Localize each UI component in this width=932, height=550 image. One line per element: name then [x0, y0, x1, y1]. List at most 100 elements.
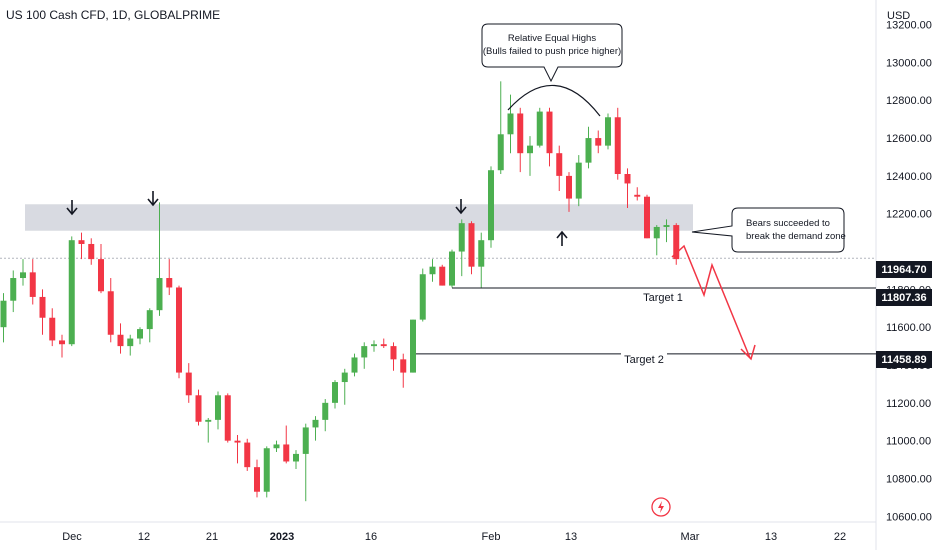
candle-body: [0, 300, 7, 328]
candle-body: [273, 444, 280, 449]
price-tick-label: 11200.00: [886, 398, 931, 410]
target-1-label: Target 1: [643, 292, 683, 304]
arrow-down-icon: [455, 199, 467, 215]
candle-body: [478, 240, 485, 267]
candle-body: [380, 344, 387, 347]
candle-body: [215, 395, 221, 420]
price-tick-label: 11000.00: [886, 436, 931, 448]
time-tick-label: 2023: [270, 531, 294, 543]
time-axis-ticks: Dec 12 21 2023 16 Feb 13 Mar 13 22: [62, 531, 846, 543]
candle-body: [497, 134, 504, 171]
candle-body: [332, 382, 338, 403]
candle-body: [624, 174, 631, 184]
candle-body: [429, 266, 436, 275]
candle-body: [634, 194, 641, 197]
price-badge-current: 11964.70: [876, 261, 932, 278]
time-tick-label: 16: [365, 531, 377, 543]
candle-body: [410, 319, 416, 373]
candle-body: [595, 138, 602, 146]
candle-body: [322, 402, 329, 420]
time-tick-label: 13: [565, 531, 577, 543]
time-tick-label: Mar: [681, 531, 700, 543]
price-tick-label: 10800.00: [886, 474, 932, 486]
candle-body: [585, 138, 592, 163]
candle-body: [439, 266, 446, 286]
candle-body: [117, 334, 124, 347]
candle-body: [166, 278, 173, 288]
price-tick-label: 13200.00: [886, 20, 932, 32]
svg-text:11964.70: 11964.70: [881, 264, 926, 276]
candle-body: [673, 225, 680, 260]
target-2-label: Target 2: [624, 354, 664, 366]
price-tick-label: 12400.00: [886, 171, 932, 183]
candle-body: [244, 442, 251, 468]
currency-label: USD: [887, 10, 910, 22]
candle-body: [361, 346, 368, 358]
candle-body: [20, 272, 26, 279]
candle-body: [644, 196, 650, 239]
candle-body: [390, 346, 397, 360]
candle-body: [468, 223, 475, 267]
candle-body: [146, 310, 153, 330]
candle-body: [39, 296, 46, 318]
equal-highs-line-2: (Bulls failed to push price higher): [483, 46, 621, 57]
bears-callout[interactable]: Bears succeeded to break the demand zone: [691, 207, 846, 253]
time-tick-label: 21: [206, 531, 218, 543]
candle-body: [575, 162, 582, 199]
event-icon[interactable]: [651, 497, 671, 517]
candle-body: [49, 317, 56, 341]
candle-body: [302, 427, 309, 454]
time-tick-label: Feb: [482, 531, 501, 543]
candlestick-series: [0, 81, 680, 502]
price-tick-label: 12600.00: [886, 133, 932, 145]
arrow-up-icon: [556, 230, 568, 246]
candle-body: [556, 153, 563, 176]
svg-text:11807.36: 11807.36: [881, 292, 926, 304]
equal-highs-arc: [507, 84, 601, 117]
price-tick-label: 12800.00: [886, 95, 932, 107]
candle-body: [137, 329, 143, 339]
candle-body: [546, 111, 553, 154]
candle-body: [107, 291, 114, 335]
candle-body: [507, 113, 514, 135]
plot-background: [0, 0, 876, 522]
arrow-down-icon: [66, 200, 78, 216]
candle-body: [458, 223, 465, 252]
candle-body: [254, 467, 260, 492]
equal-highs-callout[interactable]: Relative Equal Highs (Bulls failed to pu…: [481, 23, 623, 83]
candle-body: [78, 240, 85, 244]
candle-body: [176, 287, 182, 373]
candle-body: [663, 225, 670, 227]
candle-body: [59, 340, 65, 345]
target-2-label-bg: [621, 352, 667, 366]
candle-body: [224, 395, 231, 441]
bears-line-2: break the demand zone: [746, 231, 846, 242]
candle-body: [341, 372, 348, 383]
candle-body: [517, 113, 524, 154]
arrow-down-icon: [147, 191, 159, 207]
candle-body: [263, 448, 270, 492]
candle-body: [185, 372, 192, 396]
candle-body: [127, 338, 134, 347]
candle-body: [371, 344, 377, 347]
candle-body: [195, 395, 202, 422]
candle-body: [351, 357, 358, 373]
time-tick-label: 13: [765, 531, 777, 543]
equal-highs-line-1: Relative Equal Highs: [508, 33, 596, 44]
chart-title: US 100 Cash CFD, 1D, GLOBALPRIME: [6, 8, 220, 22]
demand-zone[interactable]: [25, 204, 693, 231]
candle-body: [205, 419, 212, 422]
candle-body: [293, 453, 299, 462]
candle-body: [449, 251, 455, 286]
price-tick-label: 13000.00: [886, 57, 932, 69]
candle-body: [605, 117, 611, 146]
time-tick-label: Dec: [62, 531, 82, 543]
price-tick-label: 10600.00: [886, 511, 932, 523]
candle-body: [156, 278, 163, 311]
candle-body: [536, 111, 543, 146]
candle-body: [400, 359, 407, 373]
candle-body: [566, 175, 572, 199]
candle-body: [10, 278, 17, 301]
candle-body: [29, 272, 36, 297]
